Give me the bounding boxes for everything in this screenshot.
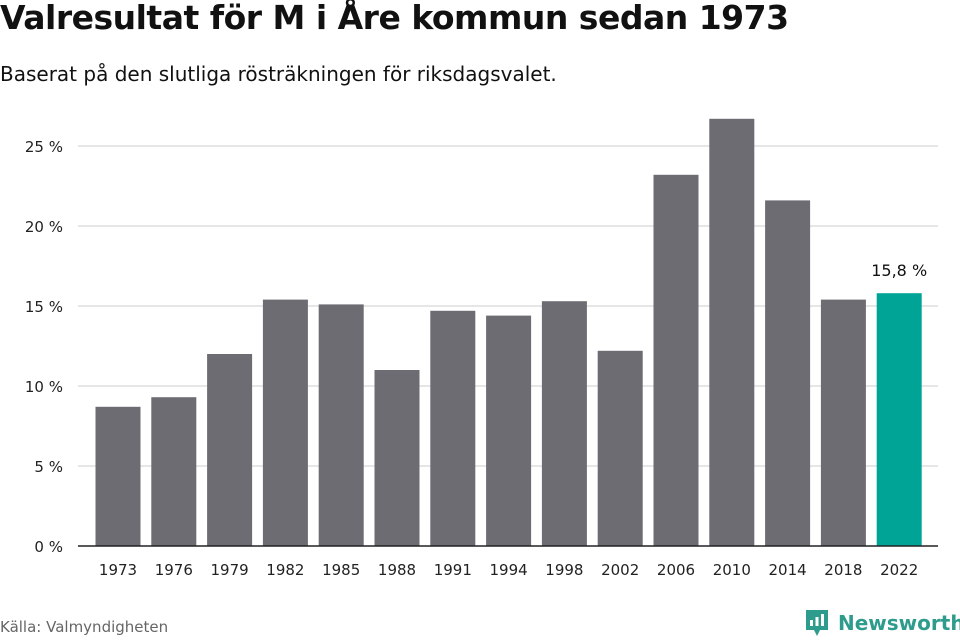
x-tick-label: 1991	[434, 561, 472, 579]
x-tick-label: 1985	[322, 561, 360, 579]
bar-2002	[597, 350, 643, 546]
bar-1985	[318, 304, 364, 546]
bar-2014	[765, 200, 811, 546]
data-labels: 15,8 %	[871, 261, 927, 280]
bar-1976	[151, 397, 197, 546]
x-tick-label: 1998	[545, 561, 583, 579]
bar-1988	[374, 370, 420, 546]
bar-2022	[876, 293, 922, 546]
bars	[95, 118, 922, 547]
bar-1979	[207, 354, 253, 546]
y-tick-label: 5 %	[34, 458, 63, 476]
x-tick-label: 1988	[378, 561, 416, 579]
y-tick-label: 10 %	[25, 378, 63, 396]
x-tick-label: 2002	[601, 561, 639, 579]
newsworthy-logo-icon	[806, 610, 828, 636]
bar-1998	[541, 301, 587, 546]
y-tick-label: 25 %	[25, 138, 63, 156]
bar-1994	[486, 315, 532, 546]
chart-title: Valresultat för M i Åre kommun sedan 197…	[0, 0, 789, 37]
x-tick-label: 1994	[490, 561, 528, 579]
y-tick-label: 0 %	[34, 538, 63, 556]
brand[interactable]: Newsworthy	[804, 608, 960, 638]
brand-name: Newsworthy	[838, 611, 960, 635]
bar-1982	[262, 299, 308, 546]
bar-2006	[653, 174, 699, 547]
bar-chart: 0 %5 %10 %15 %20 %25 % 1973 1976 1979 1982 1…	[25, 118, 938, 579]
x-tick-label: 2014	[769, 561, 807, 579]
data-label: 15,8 %	[871, 261, 927, 280]
x-tick-label: 2022	[880, 561, 918, 579]
y-tick-label: 15 %	[25, 298, 63, 316]
bar-1991	[430, 310, 476, 546]
bar-2018	[820, 299, 866, 546]
chart-subtitle: Baserat på den slutliga rösträkningen fö…	[0, 62, 557, 86]
x-tick-label: 2006	[657, 561, 695, 579]
y-axis-ticks: 0 % 5 % 10 % 15 % 20 % 25 %	[25, 138, 63, 556]
bar-2010	[709, 118, 755, 547]
x-tick-label: 2010	[713, 561, 751, 579]
x-tick-label: 1976	[155, 561, 193, 579]
x-tick-label: 1979	[211, 561, 249, 579]
x-tick-label: 1982	[266, 561, 304, 579]
x-tick-label: 2018	[824, 561, 862, 579]
y-tick-label: 20 %	[25, 218, 63, 236]
bar-1973	[95, 406, 141, 546]
x-tick-label: 1973	[99, 561, 137, 579]
x-axis-ticks: 1973 1976 1979 1982 1985 1988 1991 1994 1998 2002…	[99, 561, 918, 579]
source-note: Källa: Valmyndigheten	[0, 618, 169, 636]
